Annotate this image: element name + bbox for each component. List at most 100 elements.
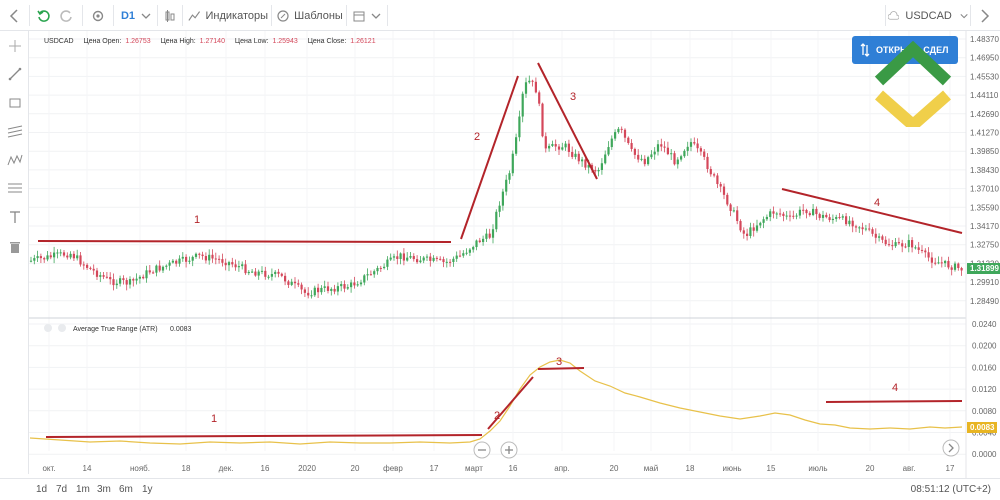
candle (89, 266, 92, 271)
zoom-out-button[interactable] (473, 441, 491, 459)
candle (211, 249, 214, 263)
indicators-button[interactable]: Индикаторы (188, 0, 268, 31)
candle (313, 285, 316, 297)
fibonacci-icon[interactable] (0, 174, 29, 202)
candle (260, 266, 264, 275)
atr-series (29, 359, 963, 445)
candle (831, 214, 834, 224)
candle (330, 287, 333, 296)
range-6m[interactable]: 6m (119, 484, 133, 495)
candle (828, 213, 831, 223)
candle (191, 255, 194, 267)
candle (425, 254, 429, 262)
candle (785, 211, 788, 220)
pattern-icon[interactable] (0, 146, 29, 174)
templates-icon (277, 9, 289, 22)
chart-area[interactable]: USDCAD Цена Open: 1.26753 Цена High: 1.2… (0, 31, 1000, 478)
candle (412, 253, 415, 262)
symbol-selector[interactable]: USDCAD (888, 0, 968, 31)
range-1d[interactable]: 1d (36, 484, 48, 495)
candle (907, 234, 910, 253)
scroll-to-end-button[interactable] (942, 439, 960, 457)
candle (409, 251, 412, 259)
candle (36, 250, 39, 263)
candle (505, 174, 508, 196)
range-1y[interactable]: 1y (142, 484, 153, 495)
candle (280, 272, 283, 278)
undo-icon[interactable] (34, 0, 54, 31)
time-axis-label: авг. (903, 464, 916, 473)
settings-gear-icon[interactable] (88, 0, 108, 31)
range-7d[interactable]: 7d (56, 484, 68, 495)
crosshair-icon[interactable] (0, 32, 29, 60)
price-axis-label: 1.41270 (970, 129, 999, 138)
candle (59, 249, 62, 257)
range-3m[interactable]: 3m (97, 484, 111, 495)
candle (43, 256, 46, 263)
price-annotations: 1 2 3 4 (37, 62, 963, 243)
zoom-in-button[interactable] (500, 441, 518, 459)
info-high-label: Цена High: (161, 38, 196, 45)
candle (105, 272, 108, 279)
candle (878, 233, 881, 242)
trend-line-icon[interactable] (0, 60, 29, 88)
price-axis-label: 1.46950 (970, 54, 999, 63)
forward-arrow-icon[interactable] (975, 0, 995, 31)
candle (458, 250, 462, 258)
price-axis-label: 1.34170 (970, 222, 999, 231)
candle (508, 170, 511, 184)
candle (772, 206, 775, 219)
text-tool-icon[interactable] (0, 203, 29, 231)
candle (465, 248, 468, 256)
candle (392, 253, 396, 261)
candle (142, 274, 145, 280)
candle (689, 138, 693, 152)
candle (769, 208, 772, 222)
candle (531, 79, 534, 87)
rectangle-icon[interactable] (0, 89, 29, 117)
candle (666, 141, 669, 156)
time-axis-label: июнь (722, 464, 741, 473)
time-axis-label: 20 (866, 464, 875, 473)
candle (132, 277, 135, 287)
candle (326, 281, 330, 294)
candle (194, 252, 198, 259)
chart-grid (29, 31, 966, 455)
redo-icon[interactable] (56, 0, 76, 31)
bottom-bar: 1d 7d 1m 3m 6m 1y 08:51:12 (UTC+2) (0, 478, 1000, 500)
interval-selector[interactable]: D1 (117, 0, 155, 31)
back-arrow-icon[interactable] (4, 0, 24, 31)
close-indicator-icon[interactable] (44, 324, 52, 332)
candle (369, 270, 372, 276)
candle (643, 155, 646, 167)
candle (534, 77, 537, 94)
candle (904, 243, 907, 249)
candle (53, 246, 56, 264)
calendar-dropdown[interactable] (350, 0, 384, 31)
trash-icon[interactable] (0, 233, 29, 261)
candle (501, 188, 504, 211)
templates-button[interactable]: Шаблоны (276, 0, 344, 31)
candle (874, 228, 877, 244)
candle (901, 239, 904, 253)
atr-axis-label: 0.0240 (972, 320, 997, 329)
candle (125, 277, 128, 291)
candle (917, 241, 920, 254)
candle (359, 279, 363, 287)
candle (887, 238, 891, 247)
chevron-down-icon (141, 13, 151, 19)
candle (442, 256, 445, 268)
indicator-settings-icon[interactable] (58, 324, 66, 332)
candle (320, 285, 323, 295)
price-axis-label: 1.35590 (970, 203, 999, 212)
candle (69, 251, 72, 260)
candle-type-icon[interactable] (162, 0, 178, 31)
range-1m[interactable]: 1m (76, 484, 90, 495)
candle (798, 206, 801, 219)
candle (884, 236, 887, 247)
candle (742, 227, 745, 239)
channel-icon[interactable] (0, 117, 29, 145)
candle (257, 269, 260, 280)
info-low-label: Цена Low: (235, 38, 269, 45)
candle (650, 150, 653, 160)
